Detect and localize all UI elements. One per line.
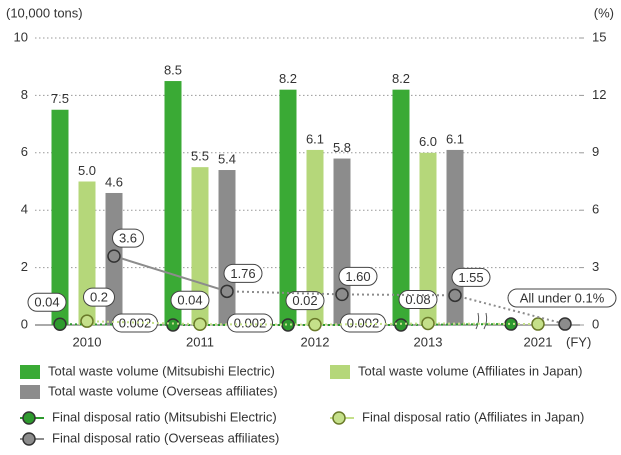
value-label: 8.2 (279, 71, 297, 86)
legend-swatch (330, 365, 350, 379)
value-label: 6.1 (306, 131, 324, 146)
legend-label: Final disposal ratio (Mitsubishi Electri… (52, 409, 277, 424)
line-point (422, 317, 434, 329)
legend-swatch-point (23, 433, 35, 445)
line-point (449, 289, 461, 301)
legend-label: Total waste volume (Overseas affiliates) (48, 383, 278, 398)
y-axis-label: (10,000 tons) (6, 5, 83, 20)
value-label: 5.0 (78, 163, 96, 178)
line-point (221, 285, 233, 297)
value-label: 0.2 (90, 290, 108, 305)
y-tick-label: 2 (21, 259, 28, 274)
line-point (505, 318, 517, 330)
bar (219, 170, 236, 325)
bar (393, 90, 410, 325)
line-point (559, 318, 571, 330)
x-tick-label: 2021 (524, 334, 553, 349)
y2-tick-label: 6 (592, 202, 599, 217)
legend-swatch-point (333, 412, 345, 424)
legend-swatch (20, 385, 40, 399)
bar (52, 110, 69, 325)
value-label: 6.0 (419, 134, 437, 149)
line-point (282, 319, 294, 331)
line-point (336, 288, 348, 300)
value-label: All under 0.1% (520, 290, 605, 305)
value-label: 1.60 (345, 269, 370, 284)
value-label: 1.55 (458, 270, 483, 285)
line-point (81, 315, 93, 327)
line-point (54, 318, 66, 330)
legend-label: Final disposal ratio (Overseas affiliate… (52, 430, 279, 445)
line-segment (315, 323, 428, 324)
x-tick-label: 2012 (301, 334, 330, 349)
value-label: 0.002 (234, 315, 267, 330)
value-label: 0.02 (292, 293, 317, 308)
y2-tick-label: 3 (592, 259, 599, 274)
legend-label: Total waste volume (Affiliates in Japan) (358, 363, 582, 378)
legend-label: Total waste volume (Mitsubishi Electric) (48, 363, 275, 378)
line-point (108, 250, 120, 262)
y2-tick-label: 12 (592, 87, 606, 102)
legend-swatch-point (23, 412, 35, 424)
y-tick-label: 0 (21, 316, 28, 331)
value-label: 0.002 (347, 315, 380, 330)
value-label: 3.6 (119, 231, 137, 246)
line-point (395, 319, 407, 331)
x-tick-label: 2013 (414, 334, 443, 349)
line-segment (342, 294, 455, 295)
y-tick-label: 10 (14, 29, 28, 44)
value-label: 8.5 (164, 62, 182, 77)
value-label: 4.6 (105, 174, 123, 189)
value-label: 5.5 (191, 149, 209, 164)
value-label: 1.76 (230, 266, 255, 281)
line-point (532, 318, 544, 330)
line-point (167, 319, 179, 331)
value-label: 7.5 (51, 91, 69, 106)
y2-tick-label: 9 (592, 144, 599, 159)
value-label: 5.4 (218, 151, 236, 166)
y-tick-label: 8 (21, 87, 28, 102)
value-label: 8.2 (392, 71, 410, 86)
value-label: 0.04 (34, 295, 59, 310)
y2-axis-label: (%) (594, 5, 614, 20)
legend-swatch (20, 365, 40, 379)
y2-tick-label: 15 (592, 29, 606, 44)
y2-tick-label: 0 (592, 316, 599, 331)
bar (165, 81, 182, 325)
value-label: 5.8 (333, 140, 351, 155)
value-label: 0.04 (177, 293, 202, 308)
bar (280, 90, 297, 325)
value-label: 6.1 (446, 131, 464, 146)
line-point (194, 318, 206, 330)
x-tick-label: 2010 (73, 334, 102, 349)
x-axis-label: (FY) (566, 334, 591, 349)
line-point (309, 319, 321, 331)
y-tick-label: 4 (21, 202, 28, 217)
x-tick-label: 2011 (186, 334, 214, 349)
y-tick-label: 6 (21, 144, 28, 159)
legend-label: Final disposal ratio (Affiliates in Japa… (362, 409, 584, 424)
